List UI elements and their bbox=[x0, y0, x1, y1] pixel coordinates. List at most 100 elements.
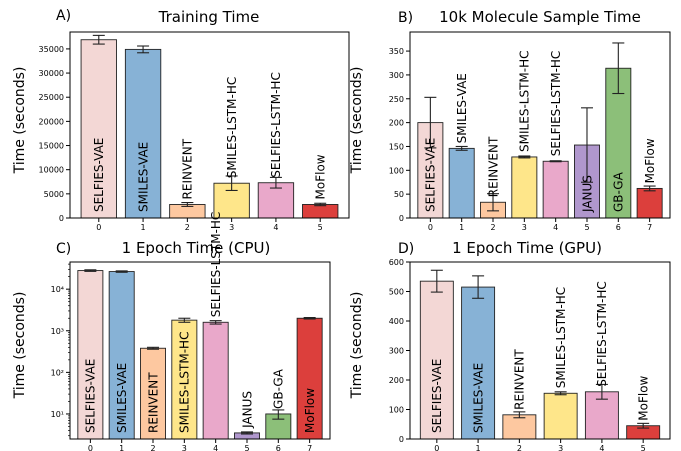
panel-d-bar-label: REINVENT bbox=[513, 349, 527, 410]
panel-a-bar bbox=[302, 204, 339, 219]
panel-c-xtick-label: 2 bbox=[150, 444, 155, 451]
panel-d-bar-label: SMILES-VAE bbox=[471, 363, 485, 433]
panel-b-ytick-label: 50 bbox=[394, 190, 404, 199]
panel-a-bar bbox=[80, 39, 117, 219]
panel-a-xtick-label: 0 bbox=[96, 223, 101, 232]
panel-d-bar bbox=[543, 392, 578, 440]
panel-b-ytick-label: 200 bbox=[389, 119, 404, 128]
panel-b-label: B) bbox=[398, 10, 413, 26]
panel-b-bar bbox=[542, 160, 569, 219]
panel-d-title: 1 Epoch Time (GPU) bbox=[452, 239, 602, 257]
panel-b-bar-label: SMILES-LSTM-HC bbox=[518, 51, 532, 152]
panel-d-bar-label: SMILES-LSTM-HC bbox=[554, 287, 568, 388]
panel-d-xtick-label: 5 bbox=[641, 444, 646, 451]
panel-d-xtick-label: 2 bbox=[517, 444, 522, 451]
panel-a-frame bbox=[69, 31, 350, 219]
panel-a-xtick-label: 1 bbox=[141, 223, 146, 232]
panel-b-ytick-label: 100 bbox=[389, 166, 404, 175]
panel-c-ytick-label: 10³ bbox=[51, 327, 64, 336]
panel-b-bar-label: SELFIES-VAE bbox=[424, 138, 438, 212]
panel-a-label: A) bbox=[56, 8, 71, 24]
panel-c-bar bbox=[171, 319, 198, 440]
panel-d-bar-label: SELFIES-LSTM-HC bbox=[595, 281, 609, 387]
panel-d-xtick-label: 0 bbox=[434, 444, 439, 451]
panel-a: A) Training Time Time (seconds) 0 5000 100… bbox=[12, 8, 350, 232]
panel-c-bar-label: SMILES-LSTM-HC bbox=[178, 332, 192, 433]
panel-b-ytick-label: 350 bbox=[389, 47, 404, 56]
panel-a-bar-label: SMILES-LSTM-HC bbox=[225, 77, 239, 178]
panel-b-xtick-label: 3 bbox=[522, 223, 527, 232]
panel-c-bar bbox=[202, 321, 229, 440]
panel-c-bar-label: SELFIES-LSTM-HC bbox=[209, 212, 223, 318]
panel-c-bar-label: SELFIES-VAE bbox=[84, 359, 98, 433]
panel-d-bar bbox=[502, 414, 537, 440]
panel-b-xtick-label: 4 bbox=[553, 223, 558, 232]
panel-c-title: 1 Epoch Time (CPU) bbox=[122, 239, 271, 257]
panel-d-frame bbox=[409, 261, 671, 440]
panel-b-ytick-label: 150 bbox=[389, 142, 404, 151]
panel-c-xtick-label: 0 bbox=[88, 444, 93, 451]
panel-d-ytick-label: 100 bbox=[389, 406, 404, 415]
panel-a-ytick-label: 35000 bbox=[39, 45, 64, 54]
panel-a-xtick-label: 5 bbox=[318, 223, 323, 232]
panel-c-bar-label: GB-GA bbox=[272, 368, 286, 409]
panel-d-xtick-label: 1 bbox=[476, 444, 481, 451]
panel-b-bar bbox=[448, 147, 475, 219]
panel-d-ytick-label: 300 bbox=[389, 347, 404, 356]
panel-d-ylabel: Time (seconds) bbox=[349, 292, 365, 400]
panel-b-ytick-label: 300 bbox=[389, 71, 404, 80]
panel-b-bar-label: JANUS bbox=[580, 175, 594, 213]
panel-c-bar-label: JANUS bbox=[240, 391, 254, 429]
panel-d-ytick-label: 400 bbox=[389, 317, 404, 326]
panel-b-bar bbox=[636, 187, 663, 219]
panel-a-bar bbox=[124, 48, 162, 219]
panel-c-xtick-label: 1 bbox=[119, 444, 124, 451]
panel-a-bar-label: SELFIES-LSTM-HC bbox=[269, 72, 283, 178]
panel-a-ytick-label: 25000 bbox=[39, 93, 64, 102]
panel-d-ytick-label: 500 bbox=[389, 288, 404, 297]
panel-c-ytick-label: 10² bbox=[51, 368, 64, 377]
panel-d-ytick-label: 0 bbox=[399, 435, 404, 444]
panel-c-bar-label: REINVENT bbox=[146, 372, 160, 433]
panel-c-xtick-label: 6 bbox=[276, 444, 281, 451]
panel-a-bar-label: REINVENT bbox=[181, 138, 195, 199]
panel-b-xtick-label: 6 bbox=[616, 223, 621, 232]
panel-b-ytick-label: 250 bbox=[389, 95, 404, 104]
panel-b-title: 10k Molecule Sample Time bbox=[439, 8, 641, 26]
panel-c-ytick-label: 10¹ bbox=[51, 410, 64, 419]
panel-a-xtick-label: 4 bbox=[273, 223, 278, 232]
panel-c-xtick-label: 5 bbox=[244, 444, 249, 451]
panel-c-label: C) bbox=[56, 241, 71, 257]
panel-b-ytick-label: 0 bbox=[399, 214, 404, 223]
panel-a-ytick-label: 10000 bbox=[39, 166, 64, 175]
panel-d-ytick-label: 600 bbox=[389, 258, 404, 267]
panel-d-bar-label: MoFlow bbox=[636, 375, 650, 420]
panel-b-xtick-label: 1 bbox=[459, 223, 464, 232]
panel-b-bar-label: MoFlow bbox=[643, 138, 657, 183]
panel-d-label: D) bbox=[398, 241, 414, 257]
panel-b-bar-label: SMILES-VAE bbox=[455, 73, 469, 143]
panel-c-bar-label: SMILES-VAE bbox=[115, 363, 129, 433]
panel-b: B) 10k Molecule Sample Time Time (second… bbox=[349, 8, 671, 232]
panel-b-frame bbox=[409, 31, 671, 219]
panel-a-ytick-label: 5000 bbox=[44, 190, 64, 199]
panel-a-ytick-label: 20000 bbox=[39, 117, 64, 126]
panel-c-ytick-label: 10⁴ bbox=[51, 285, 64, 294]
panel-c-xtick-label: 4 bbox=[213, 444, 218, 451]
panel-a-xtick-label: 2 bbox=[185, 223, 190, 232]
panel-c-xtick-label: 7 bbox=[307, 444, 312, 451]
panel-c-frame bbox=[69, 261, 331, 440]
panel-a-title: Training Time bbox=[158, 8, 260, 26]
panel-c-xtick-label: 3 bbox=[182, 444, 187, 451]
panel-a-bar-label: MoFlow bbox=[314, 154, 328, 199]
panel-a-bar-label: SELFIES-VAE bbox=[92, 138, 106, 212]
panel-b-bar-label: SELFIES-LSTM-HC bbox=[549, 51, 563, 157]
panel-a-ytick-label: 15000 bbox=[39, 142, 64, 151]
panel-a-xtick-label: 3 bbox=[229, 223, 234, 232]
panel-b-xtick-label: 5 bbox=[584, 223, 589, 232]
panel-d-ytick-label: 200 bbox=[389, 376, 404, 385]
panel-c-bar-label: MoFlow bbox=[303, 388, 317, 433]
panel-c: C) 1 Epoch Time (CPU) Time (seconds) 10¹… bbox=[12, 212, 331, 451]
panel-a-ytick-label: 0 bbox=[59, 214, 64, 223]
